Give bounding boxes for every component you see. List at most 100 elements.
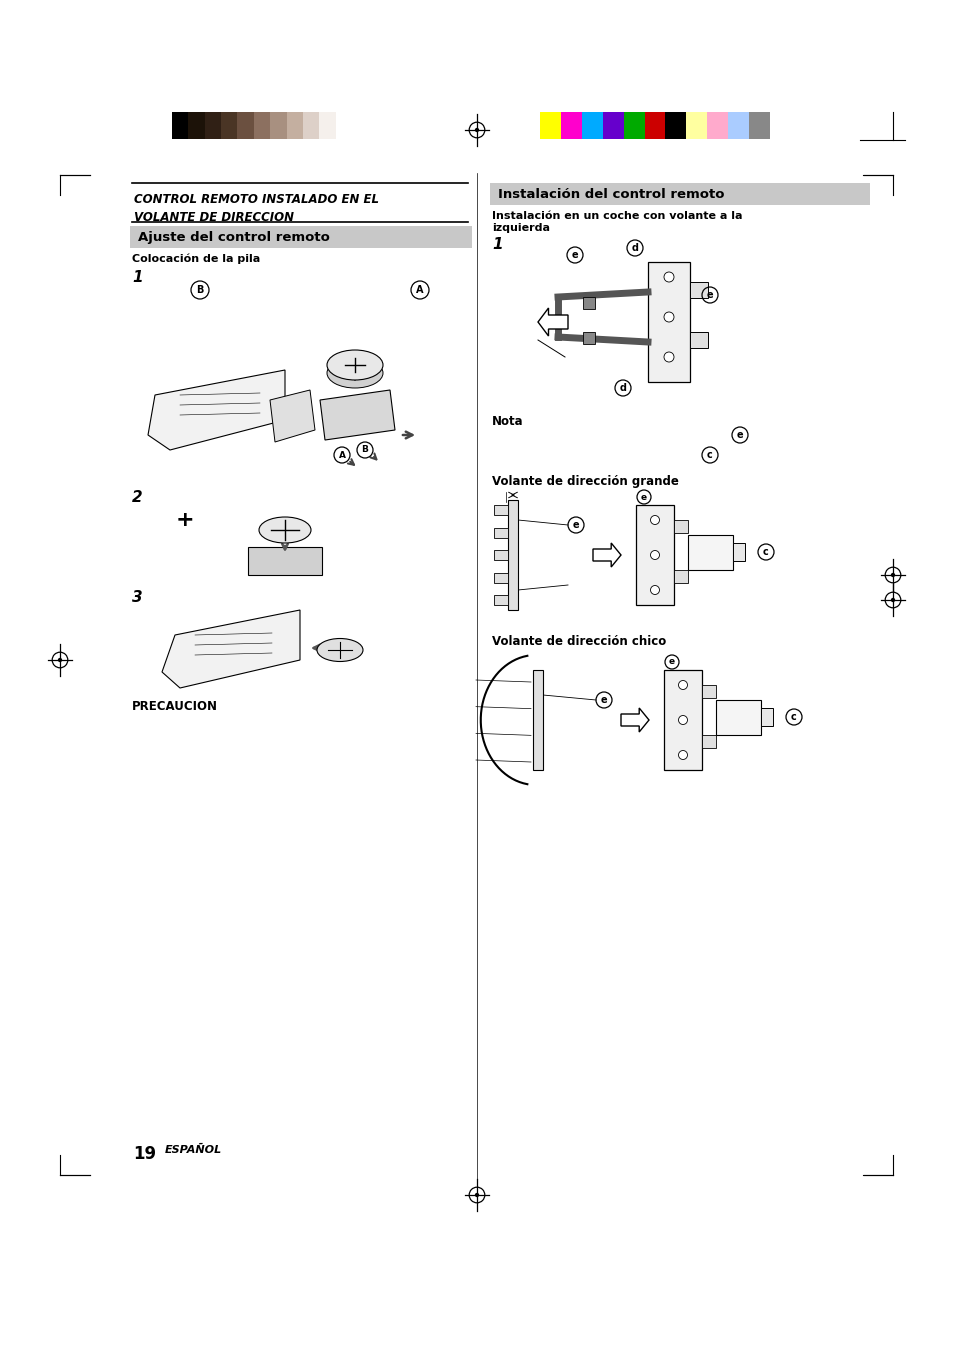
Text: B: B — [196, 285, 204, 295]
Polygon shape — [537, 308, 567, 336]
Text: Volante de dirección grande: Volante de dirección grande — [492, 476, 679, 488]
Bar — [582, 297, 595, 309]
Text: 1: 1 — [132, 270, 143, 285]
Polygon shape — [620, 708, 648, 732]
Circle shape — [678, 681, 687, 689]
Text: +: + — [175, 509, 194, 530]
Bar — [760, 708, 772, 725]
Text: c: c — [762, 547, 768, 557]
Circle shape — [678, 716, 687, 724]
Bar — [494, 550, 507, 561]
Bar — [533, 670, 542, 770]
Bar — [221, 112, 237, 139]
Text: Nota: Nota — [492, 415, 523, 428]
Text: izquierda: izquierda — [492, 223, 550, 232]
Bar — [687, 535, 732, 570]
Text: Ajuste del control remoto: Ajuste del control remoto — [138, 231, 330, 243]
Ellipse shape — [258, 517, 311, 543]
Circle shape — [890, 573, 894, 577]
Bar — [582, 332, 595, 345]
Bar — [270, 112, 286, 139]
Text: B: B — [361, 446, 368, 454]
Bar — [494, 573, 507, 582]
Bar — [581, 112, 602, 139]
Bar — [701, 735, 716, 748]
Circle shape — [650, 516, 659, 524]
Bar — [636, 505, 673, 605]
Circle shape — [475, 1193, 478, 1197]
Text: e: e — [640, 493, 646, 501]
Text: 1: 1 — [492, 236, 502, 253]
Bar — [303, 112, 319, 139]
Bar — [732, 543, 744, 561]
Text: e: e — [571, 250, 578, 259]
Bar — [706, 112, 727, 139]
Bar — [673, 570, 687, 584]
Bar — [748, 112, 769, 139]
Text: Colocación de la pila: Colocación de la pila — [132, 254, 260, 265]
Bar — [494, 527, 507, 538]
Bar — [644, 112, 665, 139]
Circle shape — [663, 272, 673, 282]
Text: c: c — [706, 450, 712, 459]
Text: e: e — [736, 430, 742, 440]
Polygon shape — [270, 390, 314, 442]
Bar — [286, 112, 303, 139]
Polygon shape — [248, 547, 322, 576]
Polygon shape — [148, 370, 285, 450]
Text: A: A — [338, 450, 345, 459]
Bar — [602, 112, 623, 139]
Bar — [539, 112, 560, 139]
Bar — [623, 112, 644, 139]
Bar — [673, 520, 687, 534]
Bar — [716, 700, 760, 735]
Text: Volante de dirección chico: Volante de dirección chico — [492, 635, 665, 648]
Ellipse shape — [327, 358, 382, 388]
Bar — [237, 112, 253, 139]
Bar — [689, 282, 707, 299]
Text: e: e — [600, 694, 607, 705]
Bar — [494, 505, 507, 515]
Text: Instalación en un coche con volante a la: Instalación en un coche con volante a la — [492, 211, 741, 222]
Bar — [205, 112, 221, 139]
Text: A: A — [416, 285, 423, 295]
Circle shape — [663, 353, 673, 362]
Ellipse shape — [316, 639, 363, 662]
Text: ESPAÑOL: ESPAÑOL — [165, 1146, 222, 1155]
Text: CONTROL REMOTO INSTALADO EN EL
VOLANTE DE DIRECCION: CONTROL REMOTO INSTALADO EN EL VOLANTE D… — [133, 193, 378, 224]
Bar — [253, 112, 270, 139]
Text: PRECAUCION: PRECAUCION — [132, 700, 218, 713]
Bar — [665, 112, 685, 139]
Bar — [507, 500, 517, 611]
Polygon shape — [593, 543, 620, 567]
Text: c: c — [790, 712, 796, 721]
Circle shape — [650, 550, 659, 559]
Circle shape — [663, 312, 673, 322]
Text: e: e — [668, 658, 675, 666]
Circle shape — [890, 598, 894, 603]
Bar — [335, 112, 352, 139]
Text: d: d — [631, 243, 638, 253]
Ellipse shape — [327, 350, 382, 380]
Bar — [494, 594, 507, 605]
Text: 3: 3 — [132, 590, 143, 605]
Bar — [319, 112, 335, 139]
Polygon shape — [319, 390, 395, 440]
Bar — [689, 332, 707, 349]
Bar — [188, 112, 205, 139]
Text: 19: 19 — [132, 1146, 156, 1163]
Bar — [172, 112, 188, 139]
Polygon shape — [162, 611, 299, 688]
Bar — [490, 182, 869, 205]
Bar — [663, 670, 701, 770]
Circle shape — [678, 751, 687, 759]
Text: e: e — [572, 520, 578, 530]
Bar — [727, 112, 748, 139]
Text: 2: 2 — [132, 490, 143, 505]
Bar — [560, 112, 581, 139]
Bar — [130, 226, 472, 249]
Circle shape — [650, 585, 659, 594]
Text: Instalación del control remoto: Instalación del control remoto — [497, 188, 723, 200]
Bar — [685, 112, 706, 139]
Text: d: d — [618, 382, 626, 393]
